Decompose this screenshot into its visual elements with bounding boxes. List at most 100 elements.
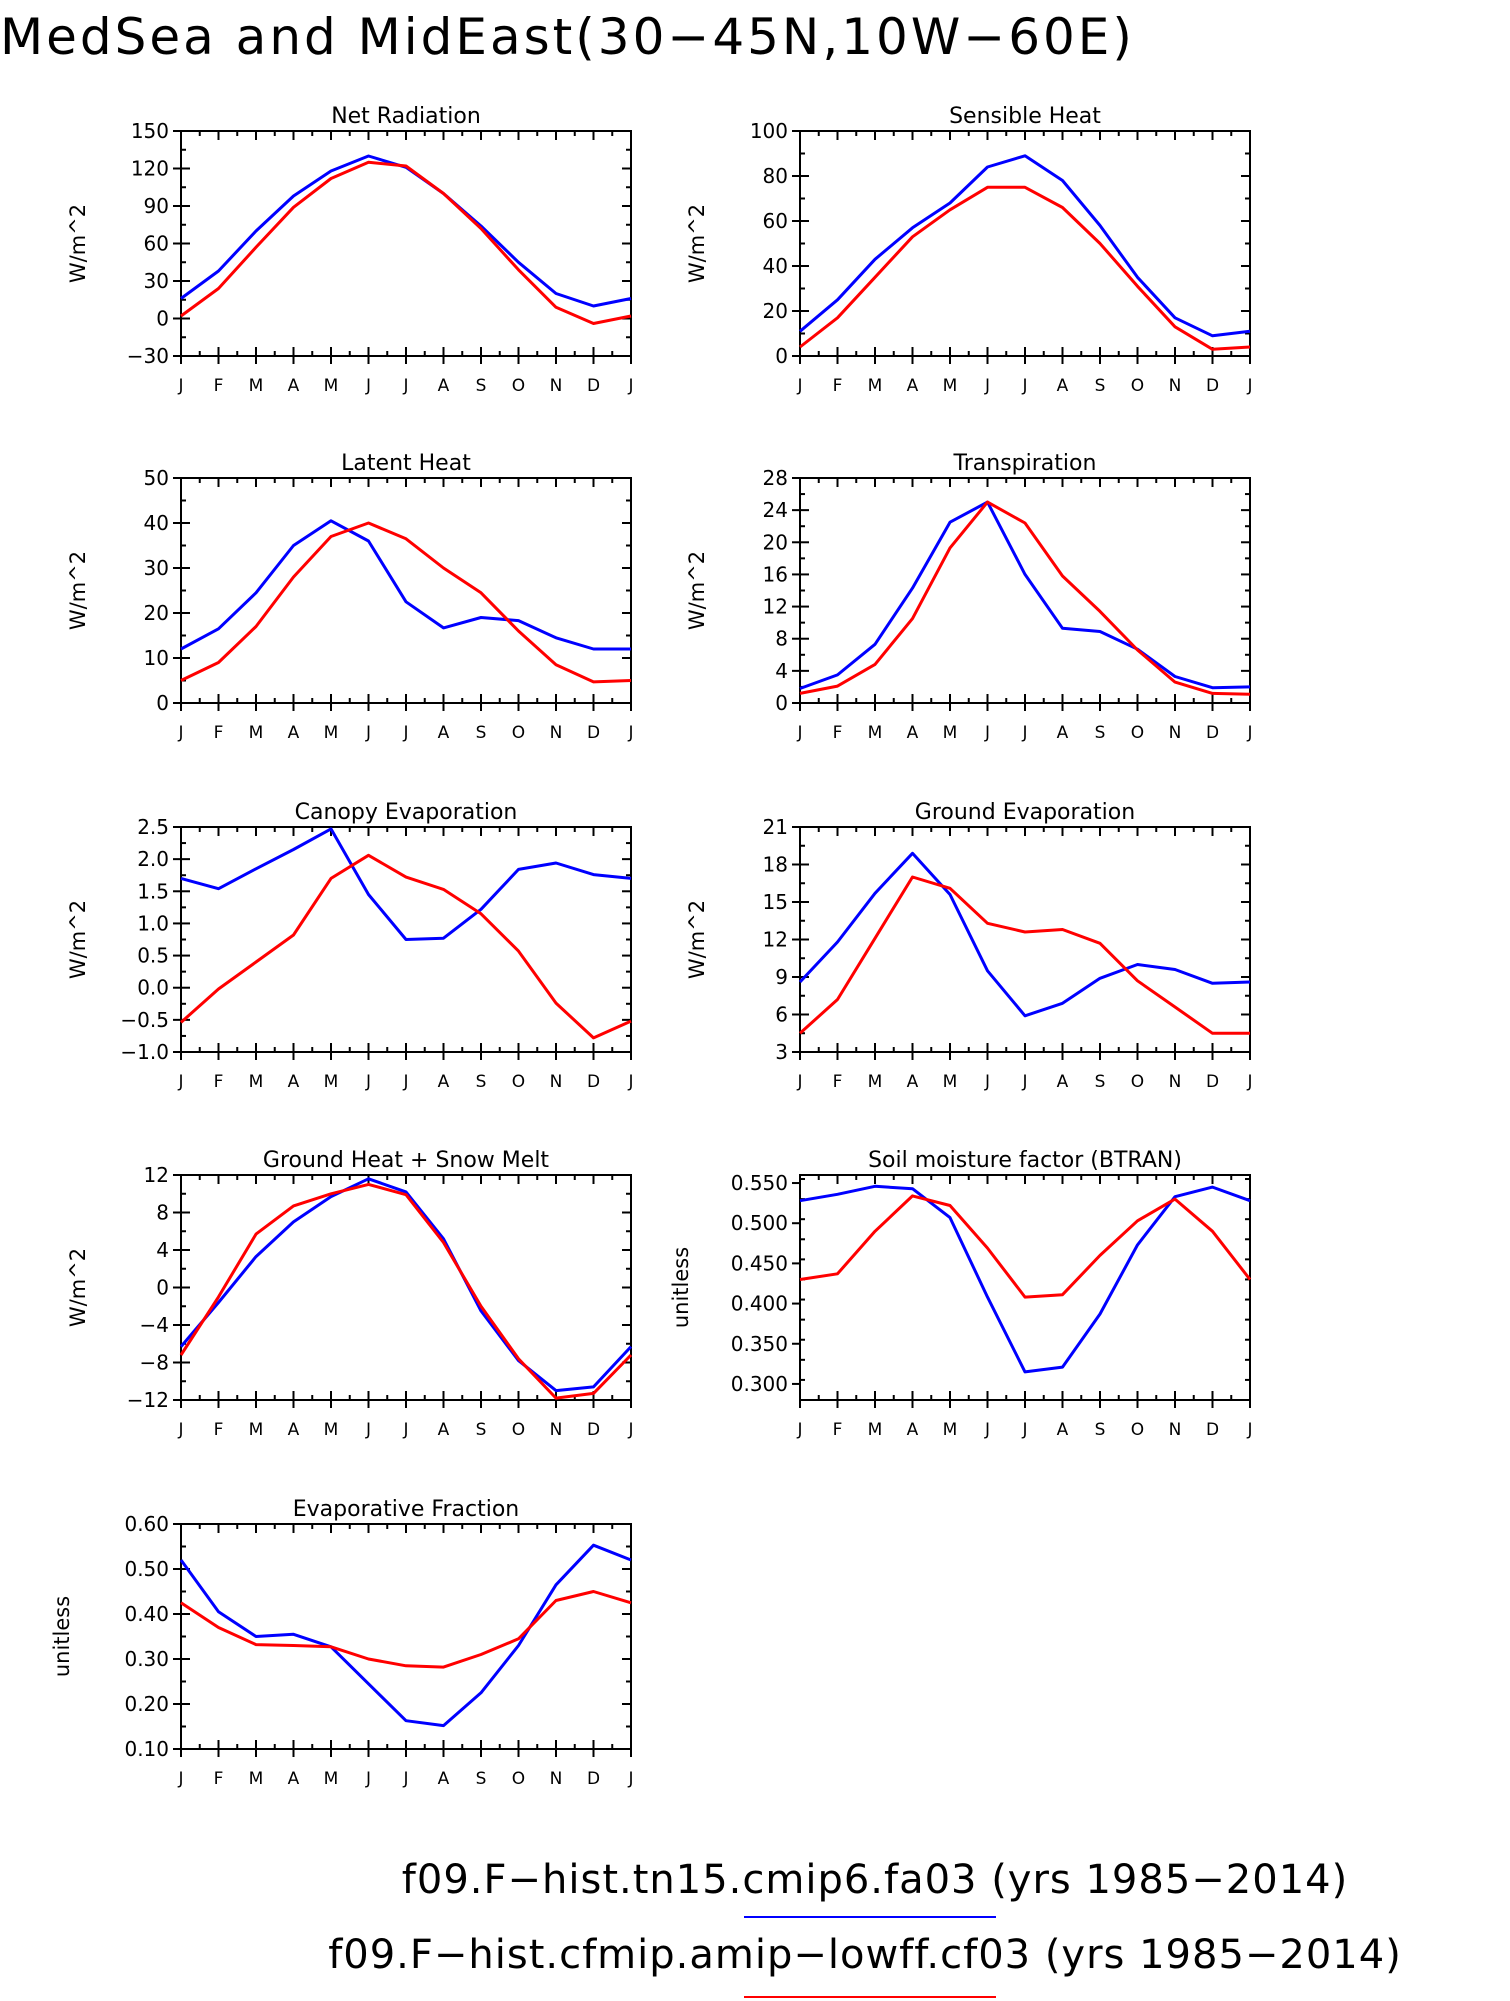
y-axis-label: W/m^2 [66, 204, 90, 283]
y-tick-label: 4 [775, 659, 788, 683]
panel-title: Transpiration [953, 451, 1097, 476]
x-tick-label: O [1131, 1072, 1144, 1092]
x-tick-label: A [1057, 376, 1069, 396]
series-line [180, 853, 632, 1040]
x-tick-label: J [796, 1420, 802, 1440]
x-tick-label: J [984, 1072, 990, 1092]
series-line [799, 500, 1251, 696]
x-tick-label: A [907, 1072, 919, 1092]
y-tick-label: 0.450 [731, 1251, 788, 1275]
y-tick-label: 20 [763, 299, 788, 323]
plot-frame [180, 1174, 632, 1401]
x-tick-label: J [1246, 1420, 1252, 1440]
x-tick-label: O [512, 1420, 525, 1440]
y-tick-label: 30 [144, 269, 169, 293]
y-tick-label: 30 [144, 556, 169, 580]
x-tick-label: N [550, 723, 563, 743]
panel-title: Canopy Evaporation [295, 800, 518, 825]
x-tick-label: S [1095, 1072, 1106, 1092]
x-tick-label: J [627, 723, 633, 743]
chart-panel: Canopy Evaporation W/m^2 −1.0 −0.5 0.0 0.5 1.0… [66, 800, 634, 1092]
y-tick-label: 0.50 [124, 1557, 169, 1581]
x-tick-label: F [214, 1769, 224, 1789]
x-tick-label: A [438, 1769, 450, 1789]
x-tick-label: O [512, 376, 525, 396]
y-axis-label: W/m^2 [66, 1248, 90, 1327]
x-tick-label: M [249, 1072, 264, 1092]
x-tick-label: J [1021, 376, 1027, 396]
x-tick-label: M [868, 723, 883, 743]
y-tick-label: 0.20 [124, 1692, 169, 1716]
x-tick-label: J [796, 1072, 802, 1092]
y-tick-label: −30 [127, 344, 169, 368]
x-tick-label: J [365, 1420, 371, 1440]
y-tick-label: 90 [144, 194, 169, 218]
y-tick-label: 60 [144, 232, 169, 256]
series-line [798, 851, 1251, 1018]
y-tick-label: 10 [144, 646, 169, 670]
chart-panel: Net Radiation W/m^2 −30 0 30 60 90 120 150 J F M A M J… [66, 104, 634, 396]
x-tick-label: A [1057, 1072, 1069, 1092]
x-tick-label: J [1246, 376, 1252, 396]
x-tick-label: J [984, 1420, 990, 1440]
x-tick-label: J [627, 1072, 633, 1092]
x-tick-label: J [1021, 1420, 1027, 1440]
chart-panel: Ground Heat + Snow Melt W/m^2 −12 −8 −4 0 4 8 12… [66, 1148, 634, 1440]
x-tick-label: O [1131, 376, 1144, 396]
x-tick-label: J [177, 1420, 183, 1440]
panel-title: Ground Heat + Snow Melt [263, 1148, 550, 1173]
chart-panel: Sensible Heat W/m^2 0 20 40 60 80 100 J F M A M J J A S O… [685, 104, 1253, 396]
panel-title: Evaporative Fraction [293, 1497, 519, 1522]
x-tick-label: A [288, 376, 300, 396]
series-line [798, 875, 1250, 1035]
series-line [799, 185, 1251, 351]
x-tick-label: F [833, 376, 843, 396]
series-line [180, 827, 632, 941]
x-tick-label: N [1169, 1420, 1182, 1440]
y-tick-label: 12 [763, 928, 788, 952]
x-tick-label: M [249, 376, 264, 396]
panel-title: Net Radiation [331, 104, 481, 129]
x-tick-label: M [943, 1420, 958, 1440]
x-tick-label: J [177, 1769, 183, 1789]
y-tick-label: 2.5 [137, 815, 169, 839]
x-tick-label: D [587, 1769, 600, 1789]
x-tick-label: J [402, 723, 408, 743]
series-line [799, 1194, 1252, 1299]
series-line [180, 521, 632, 684]
y-axis-label: W/m^2 [66, 551, 90, 630]
y-tick-label: −0.5 [120, 1008, 169, 1032]
x-tick-label: F [214, 1072, 224, 1092]
x-tick-label: S [1095, 1420, 1106, 1440]
x-tick-label: A [438, 1072, 450, 1092]
panel-title: Latent Heat [341, 451, 471, 476]
y-tick-label: 0.0 [137, 976, 169, 1000]
series-line [799, 154, 1251, 338]
series-line [799, 500, 1251, 690]
y-tick-label: 0 [156, 307, 169, 331]
x-tick-label: J [796, 376, 802, 396]
x-tick-label: N [1169, 376, 1182, 396]
x-tick-label: S [476, 1420, 487, 1440]
x-tick-label: J [627, 376, 633, 396]
series-line [180, 1590, 632, 1669]
y-tick-label: 3 [775, 1040, 788, 1064]
y-tick-label: 0 [156, 691, 169, 715]
x-tick-label: O [1131, 1420, 1144, 1440]
series-line [180, 519, 631, 651]
x-tick-label: J [177, 376, 183, 396]
panel-title: Soil moisture factor (BTRAN) [868, 1148, 1182, 1173]
x-tick-label: A [438, 723, 450, 743]
panel-title: Sensible Heat [949, 104, 1101, 129]
y-tick-label: −12 [127, 1388, 169, 1412]
y-tick-label: 20 [144, 601, 169, 625]
x-tick-label: J [796, 723, 802, 743]
y-tick-label: 20 [763, 530, 788, 554]
x-tick-label: J [984, 376, 990, 396]
x-tick-label: A [438, 376, 450, 396]
x-tick-label: F [214, 1420, 224, 1440]
x-tick-label: M [324, 1769, 339, 1789]
y-tick-label: 0.30 [124, 1647, 169, 1671]
